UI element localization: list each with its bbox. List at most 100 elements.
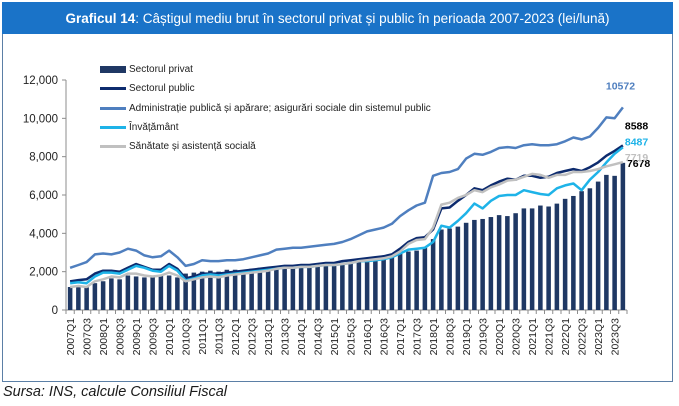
- bar-sectorul-privat: [538, 205, 543, 310]
- y-tick-label: 6,000: [29, 190, 58, 202]
- bar-sectorul-privat: [422, 247, 428, 310]
- x-tick-label: 2008Q1: [98, 318, 110, 356]
- legend-item: Administrație publică și apărare; asigur…: [100, 99, 431, 118]
- bar-sectorul-privat: [158, 274, 164, 310]
- end-value-label: 10572: [606, 80, 635, 92]
- x-tick-label: 2020Q1: [494, 318, 506, 356]
- bar-sectorul-privat: [488, 217, 494, 310]
- x-tick-label: 2014Q3: [313, 318, 325, 356]
- x-tick-label: 2013Q1: [263, 318, 275, 356]
- bar-sectorul-privat: [208, 270, 213, 310]
- bar-sectorul-privat: [455, 226, 461, 310]
- x-tick-label: 2009Q3: [148, 318, 160, 356]
- chart-title-bar: Graficul 14: Câștigul mediu brut în sect…: [2, 2, 673, 34]
- line-sanatate: [69, 160, 624, 289]
- bar-sectorul-privat: [307, 265, 312, 310]
- y-tick-label: 4,000: [29, 228, 58, 240]
- y-tick-label: 12,000: [23, 75, 58, 87]
- legend-item: Învățământ: [100, 118, 431, 137]
- bar-sectorul-privat: [315, 264, 320, 310]
- end-value-label: 7678: [627, 158, 651, 170]
- legend-label: Administrație publică și apărare; asigur…: [129, 102, 431, 114]
- bar-sectorul-privat: [529, 208, 535, 310]
- legend-swatch: [100, 145, 126, 149]
- legend-item: Sectorul public: [100, 79, 431, 98]
- chart-legend: Sectorul privat Sectorul public Administra…: [100, 60, 431, 156]
- legend-label: Sănătate și asistență socială: [129, 141, 256, 153]
- bar-sectorul-privat: [191, 272, 197, 310]
- bar-sectorul-privat: [323, 264, 329, 310]
- bar-sectorul-privat: [290, 265, 296, 310]
- bar-sectorul-privat: [463, 222, 469, 310]
- x-tick-label: 2021Q1: [527, 318, 539, 356]
- bar-sectorul-privat: [472, 219, 477, 310]
- bar-sectorul-privat: [241, 270, 246, 310]
- bar-sectorul-privat: [331, 264, 337, 310]
- bar-sectorul-privat: [109, 278, 114, 310]
- bar-sectorul-privat: [166, 275, 172, 310]
- bar-sectorul-privat: [447, 228, 452, 310]
- bar-sectorul-privat: [92, 283, 98, 310]
- legend-label: Sectorul privat: [129, 64, 193, 76]
- x-tick-label: 2018Q3: [445, 318, 457, 356]
- x-tick-label: 2017Q3: [412, 318, 424, 356]
- x-tick-label: 2019Q3: [478, 318, 490, 356]
- bar-sectorul-privat: [265, 267, 271, 310]
- bar-sectorul-privat: [389, 256, 395, 310]
- bar-sectorul-privat: [67, 287, 73, 310]
- bar-sectorul-privat: [562, 198, 568, 310]
- legend-item: Sănătate și asistență socială: [100, 137, 431, 156]
- x-tick-label: 2010Q1: [164, 318, 176, 356]
- bar-sectorul-privat: [199, 271, 205, 310]
- x-tick-label: 2018Q1: [428, 318, 440, 356]
- bar-sectorul-privat: [348, 263, 353, 310]
- x-tick-label: 2015Q1: [329, 318, 341, 356]
- x-tick-label: 2023Q1: [593, 318, 605, 356]
- y-tick-label: 10,000: [23, 113, 58, 125]
- bar-sectorul-privat: [546, 206, 551, 310]
- x-tick-label: 2019Q1: [461, 318, 473, 356]
- bar-sectorul-privat: [150, 276, 155, 310]
- line-administratie-publica: [69, 106, 624, 269]
- x-tick-label: 2023Q3: [610, 318, 622, 356]
- bar-sectorul-privat: [620, 162, 626, 310]
- bar-sectorul-privat: [406, 251, 411, 310]
- chart-number: Graficul 14: [65, 10, 136, 26]
- bar-sectorul-privat: [579, 191, 584, 310]
- source-note: Sursa: INS, calcule Consiliul Fiscal: [3, 384, 228, 400]
- bar-sectorul-privat: [554, 203, 560, 310]
- end-value-label: 8588: [625, 120, 649, 132]
- bar-sectorul-privat: [571, 195, 576, 310]
- x-tick-label: 2011Q3: [214, 318, 226, 355]
- bar-sectorul-privat: [232, 269, 238, 310]
- x-tick-label: 2017Q1: [395, 318, 407, 356]
- legend-swatch: [100, 87, 126, 91]
- x-tick-label: 2010Q3: [181, 318, 193, 356]
- x-tick-label: 2013Q3: [280, 318, 292, 356]
- end-value-label: 8487: [625, 136, 649, 148]
- bar-sectorul-privat: [175, 277, 180, 310]
- bar-sectorul-privat: [298, 265, 304, 310]
- legend-swatch: [100, 106, 126, 110]
- bar-sectorul-privat: [521, 208, 527, 310]
- bar-sectorul-privat: [340, 263, 345, 310]
- x-tick-label: 2012Q3: [247, 318, 259, 356]
- bar-sectorul-privat: [216, 271, 221, 310]
- legend-label: Sectorul public: [129, 83, 195, 95]
- bar-sectorul-privat: [224, 269, 230, 310]
- x-tick-label: 2020Q3: [511, 318, 523, 356]
- bar-sectorul-privat: [430, 239, 436, 310]
- bar-sectorul-privat: [257, 267, 263, 310]
- x-tick-label: 2016Q1: [362, 318, 374, 356]
- bar-sectorul-privat: [381, 258, 386, 310]
- x-tick-label: 2014Q1: [296, 318, 308, 356]
- bar-sectorul-privat: [249, 268, 254, 310]
- x-tick-label: 2009Q1: [131, 318, 143, 356]
- bar-sectorul-privat: [282, 267, 287, 310]
- x-tick-label: 2011Q1: [197, 318, 209, 355]
- bar-sectorul-privat: [505, 216, 510, 310]
- x-tick-label: 2021Q3: [544, 318, 556, 356]
- bar-sectorul-privat: [397, 253, 403, 310]
- line-sectorul-public: [69, 144, 624, 283]
- end-value-label: 7719: [625, 152, 649, 164]
